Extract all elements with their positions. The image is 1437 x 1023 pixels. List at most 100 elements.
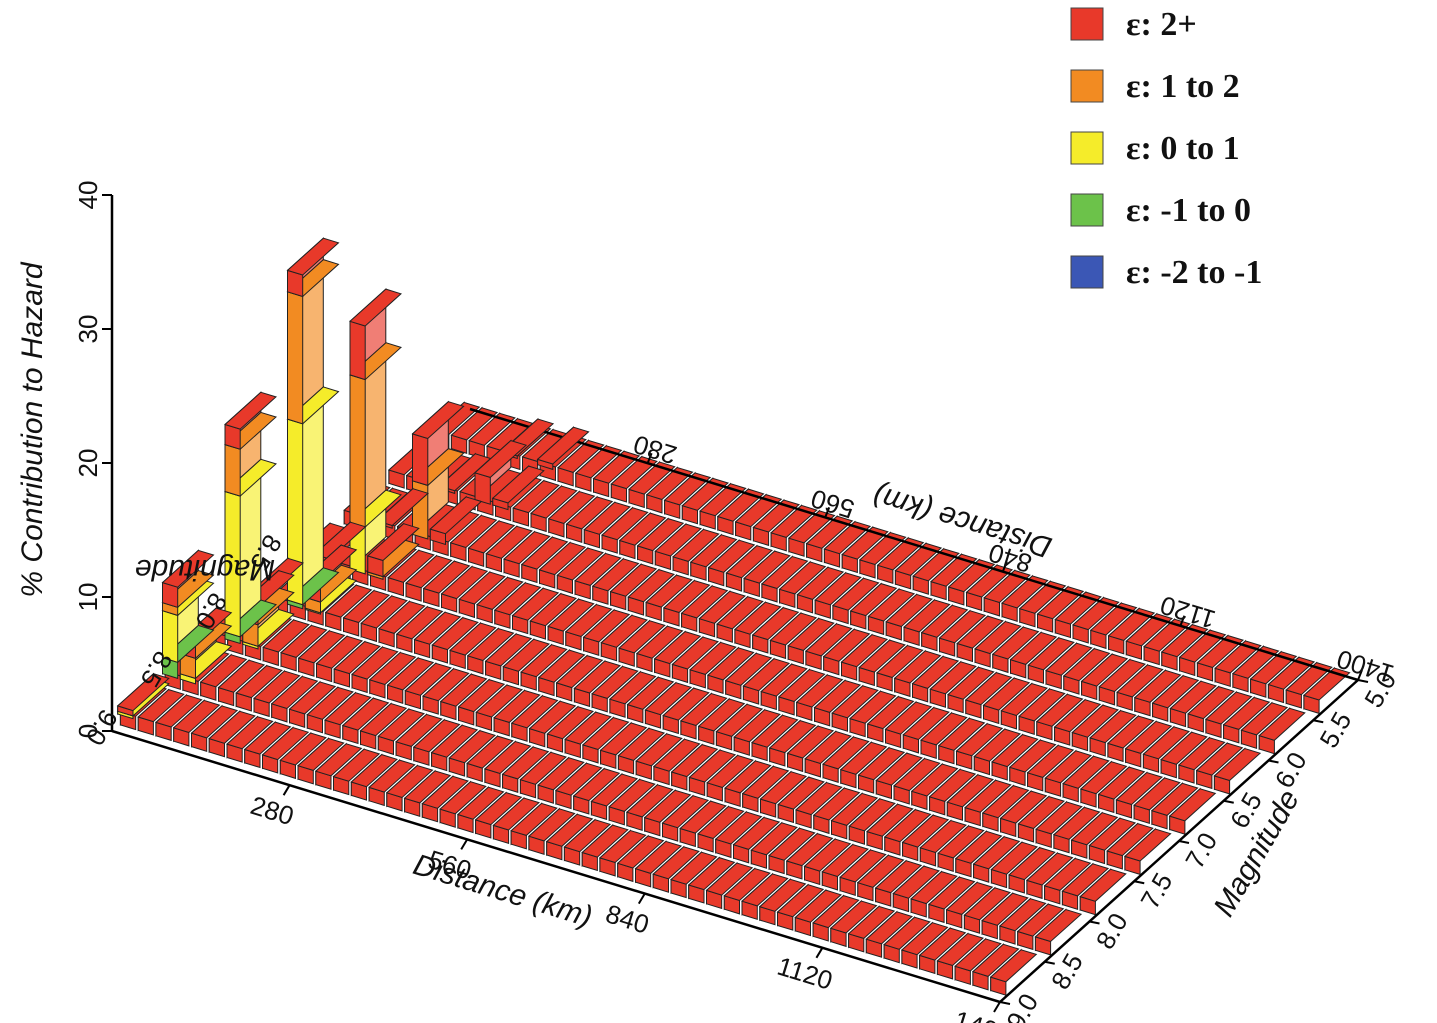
floor-bar [829,899,878,948]
floor-bar [1178,628,1227,677]
bar-segment-2+ [474,439,528,505]
z-tick-label: 10 [73,583,103,612]
y-tick [1357,679,1369,683]
floor-bar [350,753,398,801]
floor-bar [867,587,916,636]
floor-bar [1187,685,1235,733]
floor-bar [395,713,443,761]
floor-bar [716,595,764,643]
floor-bar [1062,755,1110,803]
floor-bar [840,633,889,681]
floor-bar [458,570,506,619]
y-tick [1223,799,1234,804]
floor-bar [733,708,781,756]
floor-bar [1080,652,1129,701]
floor-bar [1240,701,1289,749]
floor-bar [172,699,221,747]
floor-bar [243,720,292,769]
legend-label: ε: -1 to 0 [1126,192,1251,229]
floor-bar [610,455,658,503]
floor-bar [306,686,354,734]
floor-bar [893,649,942,698]
floor-bar [972,835,1021,883]
floor-bar [1071,703,1119,752]
legend-label: ε: 0 to 1 [1126,130,1240,167]
floor-bar [476,576,524,624]
floor-bar [698,590,746,638]
floor-bar [395,605,444,653]
floor-bar [689,533,738,581]
floor-bar [1062,647,1111,695]
floor-bar [715,703,764,751]
floor-bar [582,608,631,656]
x-tick [282,784,291,796]
floor-bar [813,679,862,727]
floor-bar [795,673,844,722]
floor-bar [776,883,825,931]
floor-bar [680,584,729,632]
floor-bar [1169,680,1217,728]
floor-bar [803,837,852,886]
floor-bar [1089,709,1137,757]
floor-bar [235,664,283,712]
floor-bar [725,544,773,592]
floor-bar [342,589,391,637]
floor-bar [874,859,923,907]
floor-bar [404,662,452,710]
x-tick [993,1001,1001,1013]
floor-bar [847,905,896,953]
floor-bar [1079,760,1128,808]
stacked-bar [366,522,420,580]
floor-bar [1053,698,1102,746]
floor-bar [625,783,674,831]
floor-bar [554,762,603,810]
floor-bar [1302,666,1351,715]
floor-bar [865,910,913,958]
floor-bar [501,745,550,793]
floor-bar [598,829,647,877]
floor-bar [368,758,416,807]
legend-label: ε: 2+ [1126,6,1197,43]
stacked-bar [286,237,340,610]
stacked-bar [161,549,215,680]
floor-bar [440,565,489,613]
floor-bar [1222,696,1271,744]
x-tick-label: 840 [602,898,652,939]
floor-bar [450,406,499,454]
floor-bar [983,569,1031,617]
stacked-bar [536,426,590,471]
bar-segment-2+ [429,495,483,546]
floor-bar [679,799,727,848]
floor-bar [333,640,381,688]
back-x-tick [646,452,653,464]
floor-bar [360,594,408,643]
floor-bar [1034,908,1083,956]
floor-bar [928,768,977,816]
floor-bar [1025,851,1074,900]
floor-bar [468,412,516,460]
floor-bar [1115,771,1163,819]
floor-bar [645,466,694,514]
floor-bar [769,611,818,660]
floor-bar [894,542,943,590]
floor-bar [724,652,773,700]
floor-bar [297,629,346,677]
floor-bar [190,704,239,752]
floor-bar [608,778,656,826]
floor-bar [653,630,702,678]
floor-bar [581,716,630,764]
floor-bar [971,943,1020,991]
floor-bar [911,655,960,703]
floor-bar [918,926,967,975]
floor-bar [857,746,906,794]
floor-bar [492,796,540,845]
floor-bar [893,757,941,805]
stacked-bar [304,543,358,615]
floor-bar [661,794,710,842]
floor-bar [688,748,737,797]
floor-bar [1143,618,1191,666]
floor-bar [618,619,666,667]
floor-bar [963,886,1011,934]
floor-bar [1214,639,1262,687]
floor-bar [733,601,782,649]
